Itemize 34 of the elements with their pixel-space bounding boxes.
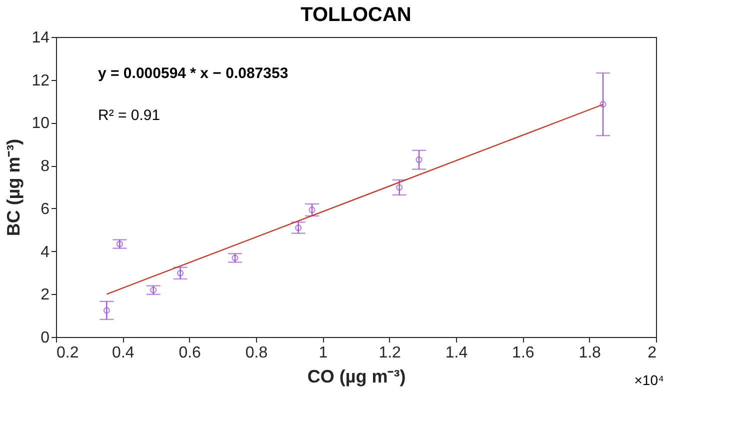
- x-tick-label: 1: [318, 344, 328, 362]
- y-tick-label: 0: [40, 330, 50, 346]
- y-tick-label: 12: [32, 72, 50, 90]
- annotation: y = 0.000594 * x − 0.087353: [98, 65, 288, 82]
- y-axis-title: BC (µg m⁻³): [4, 138, 24, 236]
- x-tick-label: 1.4: [445, 344, 468, 362]
- y-tick-label: 14: [32, 30, 50, 46]
- point: [308, 206, 316, 214]
- point: [116, 240, 124, 248]
- y-tick-label: 6: [40, 200, 50, 218]
- y-tick-label: 2: [40, 286, 50, 304]
- annotation: R² = 0.91: [98, 107, 160, 124]
- x-tick-label: 0.6: [178, 344, 202, 362]
- point: [232, 254, 238, 262]
- x-tick-label: 0.8: [245, 344, 268, 362]
- x-tick-label: 0.2: [56, 344, 79, 362]
- x-tick-label: 1.2: [378, 344, 402, 362]
- point: [600, 100, 606, 108]
- x-tick-label: 2: [648, 344, 657, 362]
- point: [103, 307, 110, 314]
- x-tick-label: 1.6: [512, 344, 534, 362]
- chart-title: TOLLOCAN: [300, 4, 412, 26]
- point: [294, 224, 302, 232]
- point: [176, 270, 184, 276]
- y-tick-label: 10: [32, 115, 50, 132]
- y-tick-label: 4: [40, 244, 50, 261]
- x-tick-label: 1.8: [578, 344, 602, 362]
- x-axis-title: CO (µg m⁻³): [307, 366, 406, 386]
- text: ×10⁴: [634, 372, 664, 388]
- point: [396, 184, 403, 191]
- point: [416, 156, 422, 164]
- y-tick-label: 8: [40, 158, 50, 176]
- point: [150, 286, 157, 294]
- x-tick-label: 0.4: [112, 344, 134, 362]
